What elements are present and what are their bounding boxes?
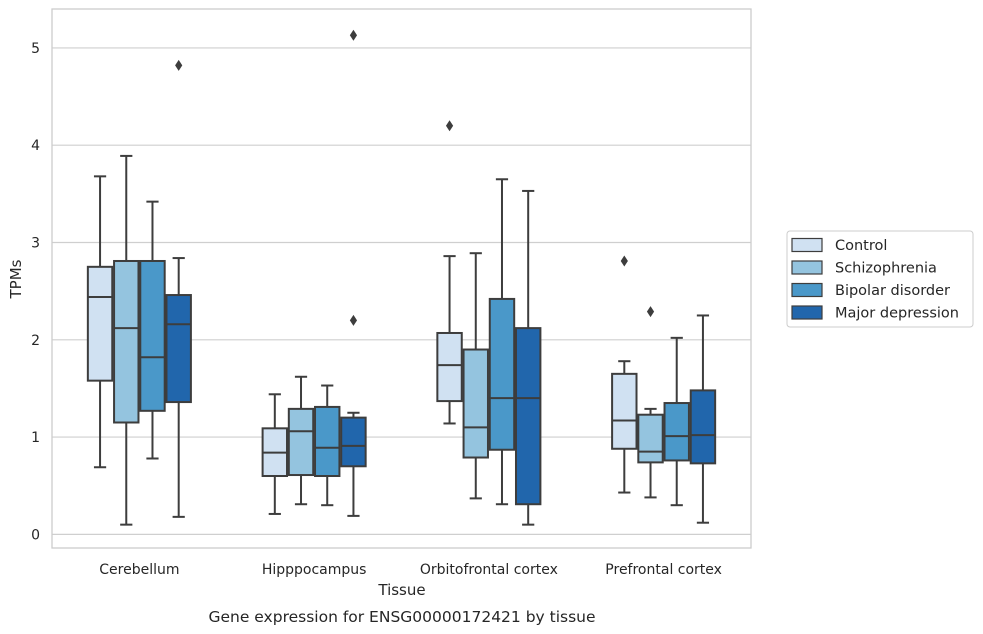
- legend-label: Control: [835, 238, 887, 254]
- outlier-point: [646, 306, 655, 318]
- box-rect: [165, 294, 192, 404]
- box-3-1: [340, 29, 367, 517]
- y-tick-label: 2: [31, 333, 40, 349]
- x-axis-title: Tissue: [377, 581, 425, 599]
- box-0-2: [436, 120, 463, 425]
- plot-frame: [51, 8, 752, 549]
- box-rect: [689, 389, 717, 465]
- x-tick-label: Prefrontal cortex: [605, 562, 722, 578]
- box-rect: [514, 327, 542, 506]
- outlier-point: [175, 59, 183, 71]
- legend-label: Bipolar disorder: [835, 283, 950, 299]
- box-1-1: [287, 375, 315, 506]
- box-1-2: [462, 252, 489, 500]
- box-rect: [637, 413, 664, 464]
- box-2-1: [314, 384, 341, 507]
- outlier-point: [445, 120, 454, 132]
- box-2-2: [488, 178, 516, 506]
- legend-swatch: [791, 260, 823, 275]
- y-tick-label: 4: [31, 138, 40, 154]
- box-rect: [436, 331, 463, 403]
- boxes: [86, 29, 717, 526]
- box-rect: [611, 372, 638, 450]
- y-tick-label: 1: [31, 430, 40, 446]
- legend: Control Schizophrenia Bipolar disorder Majo…: [786, 230, 974, 328]
- y-tick-label: 0: [31, 527, 40, 543]
- outlier-point: [349, 29, 358, 41]
- y-tick-label: 5: [31, 41, 40, 57]
- box-3-3: [689, 314, 717, 524]
- x-tick-label: Orbitofrontal cortex: [420, 562, 558, 578]
- box-rect: [488, 297, 516, 451]
- box-0-1: [261, 393, 289, 515]
- legend-frame: [786, 230, 974, 328]
- plot-background: [52, 9, 751, 548]
- box-1-0: [113, 154, 140, 526]
- box-rect: [287, 407, 315, 477]
- outlier-point: [349, 314, 358, 326]
- y-axis-title: TPMs: [7, 259, 25, 299]
- legend-swatch: [791, 305, 823, 320]
- box-rect: [314, 405, 341, 478]
- legend-swatch: [791, 282, 823, 298]
- x-tick-label: Hipppocampus: [262, 562, 367, 578]
- x-axis-ticks: Cerebellum Hipppocampus Orbitofrontal cort…: [99, 562, 722, 578]
- box-rect: [462, 348, 489, 459]
- box-rect: [139, 259, 166, 412]
- box-2-0: [139, 200, 166, 460]
- box-2-3: [663, 336, 690, 507]
- box-3-2: [514, 189, 542, 526]
- legend-label: Major depression: [835, 306, 959, 322]
- box-rect: [340, 416, 367, 468]
- y-tick-label: 3: [31, 236, 40, 252]
- x-tick-label: Cerebellum: [99, 562, 179, 578]
- box-rect: [663, 402, 690, 462]
- box-3-0: [165, 59, 192, 518]
- box-0-0: [86, 175, 114, 469]
- legend-label: Schizophrenia: [835, 261, 937, 277]
- outlier-point: [620, 255, 628, 267]
- legend-swatch: [791, 237, 823, 253]
- box-0-3: [611, 255, 638, 494]
- box-rect: [86, 265, 114, 382]
- y-axis-ticks: 0 1 2 3 4 5: [31, 41, 40, 543]
- box-rect: [113, 259, 140, 424]
- box-1-3: [637, 306, 664, 499]
- chart-caption: Gene expression for ENSG00000172421 by t…: [208, 608, 595, 626]
